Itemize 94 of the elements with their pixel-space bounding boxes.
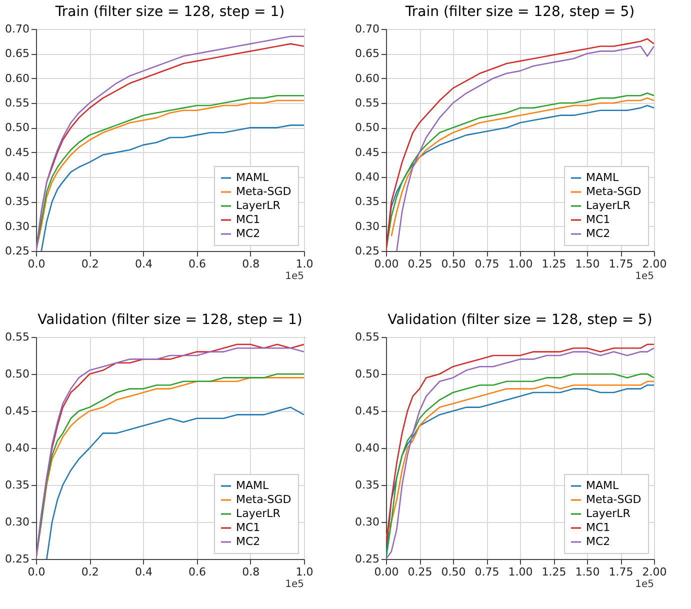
legend-label: MC1 bbox=[236, 521, 260, 534]
y-tick-label: 0.45 bbox=[355, 404, 380, 418]
y-tick-label: 0.35 bbox=[355, 478, 380, 492]
x-tick-label: 0.50 bbox=[441, 258, 466, 270]
text: 1e5 bbox=[285, 579, 304, 590]
x-tick-label: 2.00 bbox=[642, 566, 667, 578]
y-tick-label: 0.45 bbox=[5, 146, 30, 159]
y-tick-label: 0.35 bbox=[5, 195, 30, 208]
x-tick-label: 1.50 bbox=[575, 566, 600, 578]
legend-label: LayerLR bbox=[586, 507, 631, 520]
x-tick-label: 0.4 bbox=[134, 258, 152, 270]
x-tick-label: 0.8 bbox=[242, 258, 260, 270]
legend-label: MAML bbox=[236, 479, 270, 492]
x-tick-label: 1.0 bbox=[296, 566, 314, 578]
legend-label: MC1 bbox=[586, 213, 610, 226]
legend-label: MC2 bbox=[586, 535, 610, 548]
y-tick-label: 0.50 bbox=[355, 121, 380, 134]
y-tick-label: 0.25 bbox=[355, 244, 380, 258]
text: 1e5 bbox=[635, 579, 654, 590]
line-series bbox=[46, 406, 304, 559]
y-tick-label: 0.50 bbox=[5, 368, 30, 380]
y-tick-label: 0.40 bbox=[5, 170, 30, 184]
y-tick-label: 0.65 bbox=[5, 47, 30, 60]
y-tick-label: 0.60 bbox=[355, 72, 380, 85]
chart-title: Train (filter size = 128, step = 5) bbox=[404, 4, 635, 20]
legend-label: Meta-SGD bbox=[586, 493, 642, 506]
x-tick-label: 0.75 bbox=[474, 566, 500, 578]
y-tick-label: 0.65 bbox=[355, 47, 380, 60]
x-tick-label: 0.25 bbox=[408, 258, 432, 270]
x-tick-label: 0.00 bbox=[374, 258, 399, 270]
y-tick-label: 0.60 bbox=[5, 72, 30, 85]
x-tick-label: 0.75 bbox=[474, 258, 500, 270]
x-tick-label: 1.25 bbox=[542, 258, 566, 270]
x-tick-label: 1.75 bbox=[608, 566, 634, 578]
y-tick-label: 0.30 bbox=[355, 220, 380, 233]
line-series bbox=[40, 124, 304, 251]
legend-label: MC2 bbox=[236, 535, 260, 548]
legend-label: MC1 bbox=[586, 521, 610, 534]
x-tick-label: 0.6 bbox=[188, 566, 206, 578]
y-tick-label: 0.45 bbox=[5, 404, 30, 418]
y-tick-label: 0.35 bbox=[5, 478, 30, 492]
legend-label: LayerLR bbox=[586, 199, 631, 212]
chart-title: Train (filter size = 128, step = 1) bbox=[54, 4, 285, 20]
x-tick-label: 0.25 bbox=[408, 566, 432, 578]
x-tick-label: 0.50 bbox=[441, 566, 466, 578]
text: 1e5 bbox=[635, 271, 654, 282]
legend-label: MAML bbox=[236, 171, 270, 184]
y-tick-label: 0.70 bbox=[5, 22, 30, 36]
legend-label: Meta-SGD bbox=[236, 493, 292, 506]
legend-label: MAML bbox=[586, 171, 620, 184]
x-tick-label: 0.4 bbox=[134, 566, 152, 578]
x-tick-label: 1.0 bbox=[296, 258, 314, 270]
x-tick-label: 0.2 bbox=[81, 258, 99, 270]
y-tick-label: 0.50 bbox=[355, 368, 380, 380]
x-tick-label: 1.00 bbox=[508, 258, 533, 270]
legend-label: MC2 bbox=[236, 227, 260, 240]
legend-label: LayerLR bbox=[236, 507, 281, 520]
x-tick-label: 0.2 bbox=[81, 566, 99, 578]
x-tick-label: 1.75 bbox=[608, 258, 634, 270]
y-tick-label: 0.25 bbox=[5, 552, 30, 566]
legend-label: Meta-SGD bbox=[236, 185, 292, 198]
y-tick-label: 0.30 bbox=[5, 220, 30, 233]
y-tick-label: 0.55 bbox=[5, 96, 30, 110]
y-tick-label: 0.25 bbox=[5, 244, 30, 258]
x-tick-label: 1.00 bbox=[508, 566, 533, 578]
x-tick-label: 0.8 bbox=[242, 566, 260, 578]
y-tick-label: 0.30 bbox=[355, 516, 380, 528]
x-tick-label: 1.25 bbox=[542, 566, 566, 578]
y-tick-label: 0.35 bbox=[355, 195, 380, 208]
y-tick-label: 0.50 bbox=[5, 121, 30, 134]
y-tick-label: 0.40 bbox=[355, 442, 380, 454]
x-tick-label: 2.00 bbox=[642, 258, 667, 270]
y-tick-label: 0.70 bbox=[355, 22, 380, 36]
legend-label: MC1 bbox=[236, 213, 260, 226]
x-tick-label: 1.50 bbox=[575, 258, 600, 270]
legend-label: Meta-SGD bbox=[586, 185, 642, 198]
chart-title: Validation (filter size = 128, step = 1) bbox=[38, 312, 302, 328]
legend-label: MC2 bbox=[586, 227, 610, 240]
y-tick-label: 0.40 bbox=[355, 170, 380, 184]
legend-label: MAML bbox=[586, 479, 620, 492]
y-tick-label: 0.45 bbox=[355, 146, 380, 159]
x-tick-label: 0.00 bbox=[374, 566, 399, 578]
y-tick-label: 0.55 bbox=[355, 96, 380, 110]
y-tick-label: 0.25 bbox=[355, 552, 380, 566]
y-tick-label: 0.40 bbox=[5, 442, 30, 454]
x-tick-label: 0.6 bbox=[188, 258, 206, 270]
chart-title: Validation (filter size = 128, step = 5) bbox=[388, 312, 652, 328]
y-tick-label: 0.55 bbox=[355, 330, 380, 344]
x-tick-label: 0.0 bbox=[28, 566, 46, 578]
legend-label: LayerLR bbox=[236, 199, 281, 212]
y-tick-label: 0.55 bbox=[5, 330, 30, 344]
y-tick-label: 0.30 bbox=[5, 516, 30, 528]
text: 1e5 bbox=[285, 271, 304, 282]
x-tick-label: 0.0 bbox=[28, 258, 46, 270]
